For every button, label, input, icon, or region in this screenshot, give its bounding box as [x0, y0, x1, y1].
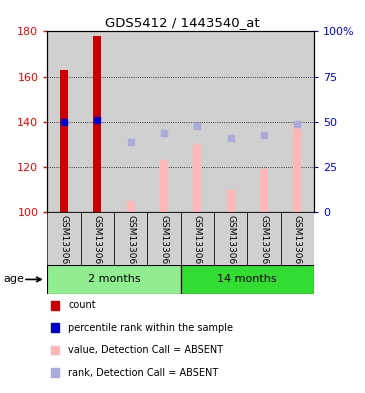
Text: GSM1330620: GSM1330620 [226, 215, 235, 275]
Text: count: count [68, 300, 96, 310]
Text: GSM1330622: GSM1330622 [293, 215, 302, 275]
Bar [47, 212, 81, 265]
Text: age: age [4, 274, 24, 285]
Bar [214, 212, 247, 265]
Bar [47, 31, 81, 212]
Bar [247, 212, 281, 265]
Bar [47, 265, 181, 294]
Text: 14 months: 14 months [218, 274, 277, 285]
Bar [127, 201, 135, 212]
Text: rank, Detection Call = ABSENT: rank, Detection Call = ABSENT [68, 367, 219, 378]
Bar [260, 169, 268, 212]
Bar [181, 212, 214, 265]
Bar [147, 212, 181, 265]
Text: GDS5412 / 1443540_at: GDS5412 / 1443540_at [105, 16, 260, 29]
Bar [281, 212, 314, 265]
Text: GSM1330626: GSM1330626 [160, 215, 169, 275]
Bar [181, 31, 214, 212]
Bar [181, 265, 314, 294]
Bar [227, 189, 235, 212]
Bar [160, 160, 168, 212]
Text: GSM1330621: GSM1330621 [260, 215, 268, 275]
Text: value, Detection Call = ABSENT: value, Detection Call = ABSENT [68, 345, 223, 355]
Text: GSM1330623: GSM1330623 [59, 215, 69, 275]
Bar [114, 212, 147, 265]
Bar [81, 212, 114, 265]
Text: GSM1330625: GSM1330625 [126, 215, 135, 275]
Bar [281, 31, 314, 212]
Bar [293, 124, 301, 212]
Bar [214, 31, 247, 212]
Text: GSM1330619: GSM1330619 [193, 215, 202, 275]
Bar [114, 31, 147, 212]
Bar [147, 31, 181, 212]
Text: GSM1330624: GSM1330624 [93, 215, 102, 275]
Bar [247, 31, 281, 212]
Bar [81, 31, 114, 212]
Bar [60, 70, 68, 212]
Text: 2 months: 2 months [88, 274, 141, 285]
Bar [93, 36, 101, 212]
Bar [193, 144, 201, 212]
Text: percentile rank within the sample: percentile rank within the sample [68, 323, 233, 333]
